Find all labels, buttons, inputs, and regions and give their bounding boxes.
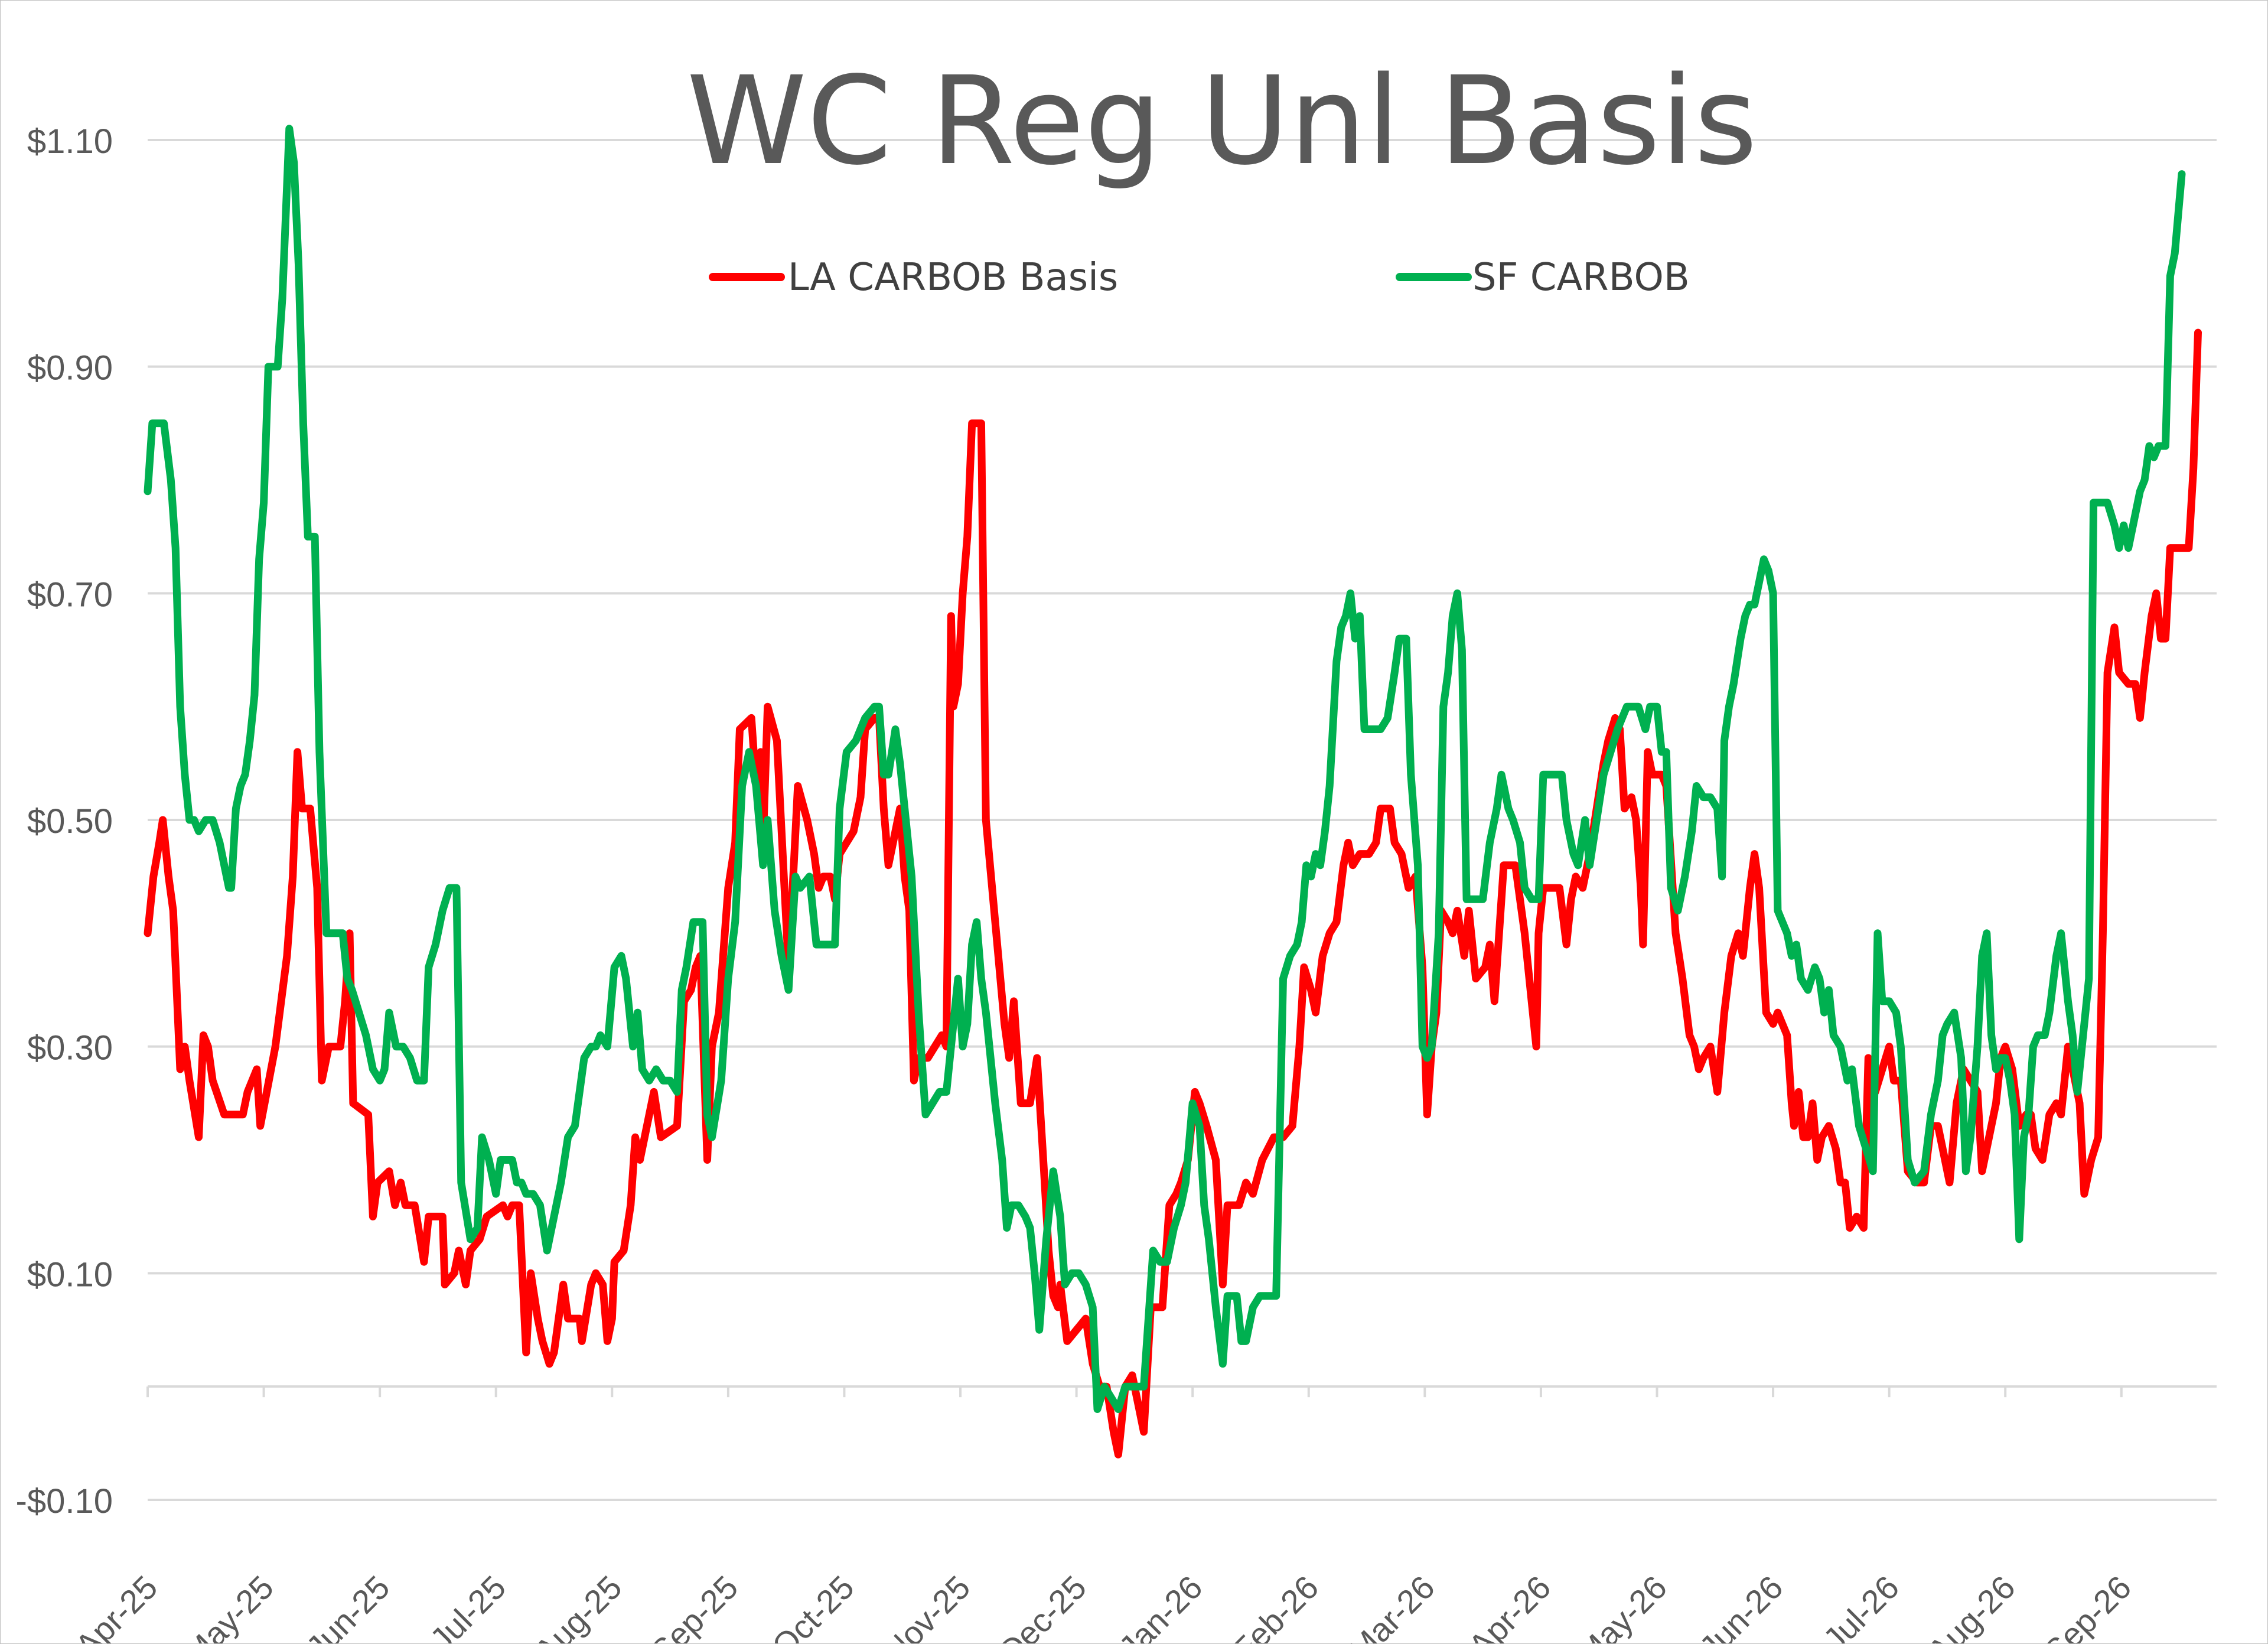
x-tick-label: Nov-25: [875, 1568, 977, 1643]
x-tick-label: Sep-26: [2036, 1568, 2138, 1643]
x-tick-label: Jun-25: [299, 1568, 397, 1643]
plot-area-series: [144, 125, 2202, 1459]
y-tick-label: $0.70: [27, 575, 113, 614]
x-tick-label: Mar-26: [1341, 1568, 1442, 1643]
y-axis-tick-labels: -$0.10 $0.10 $0.30 $0.50 $0.70 $0.90 $1.10: [16, 122, 113, 1521]
y-tick-label: $0.30: [27, 1029, 113, 1067]
x-tick-label: Dec-25: [992, 1568, 1093, 1643]
x-tick-label: Oct-25: [765, 1568, 861, 1643]
y-tick-label: -$0.10: [16, 1482, 113, 1521]
x-axis: [146, 1385, 2217, 1398]
x-tick-label: May-25: [176, 1568, 281, 1643]
x-tick-label: Jan-26: [1112, 1568, 1210, 1643]
y-tick-label: $1.10: [27, 122, 113, 161]
x-tick-label: Apr-26: [1461, 1568, 1557, 1643]
series-line-la-carbob-basis: [144, 328, 2202, 1459]
legend-label-la-carbob-basis: LA CARBOB Basis: [788, 256, 1118, 299]
gridlines: [148, 139, 2217, 1501]
chart-title: WC Reg Unl Basis: [686, 50, 1757, 192]
y-tick-label: $0.90: [27, 349, 113, 388]
x-tick-label: May-26: [1569, 1568, 1674, 1643]
x-tick-label: Aug-25: [527, 1568, 629, 1643]
y-tick-label: $0.10: [27, 1255, 113, 1294]
x-tick-label: Jun-26: [1692, 1568, 1790, 1643]
x-tick-label: Aug-26: [1920, 1568, 2022, 1643]
legend: LA CARBOB Basis SF CARBOB: [709, 256, 1690, 299]
x-tick-label: Jul-26: [1816, 1568, 1906, 1643]
series-line-sf-carbob: [144, 125, 2186, 1413]
x-tick-label: Sep-25: [643, 1568, 745, 1643]
x-tick-label: Apr-25: [68, 1568, 164, 1643]
x-tick-label: Jul-25: [423, 1568, 513, 1643]
legend-label-sf-carbob: SF CARBOB: [1472, 256, 1690, 299]
x-tick-label: Feb-26: [1225, 1568, 1325, 1643]
y-tick-label: $0.50: [27, 802, 113, 841]
x-axis-tick-labels: Apr-25 May-25 Jun-25 Jul-25 Aug-25 Sep-25 Oct-…: [68, 1568, 2138, 1643]
